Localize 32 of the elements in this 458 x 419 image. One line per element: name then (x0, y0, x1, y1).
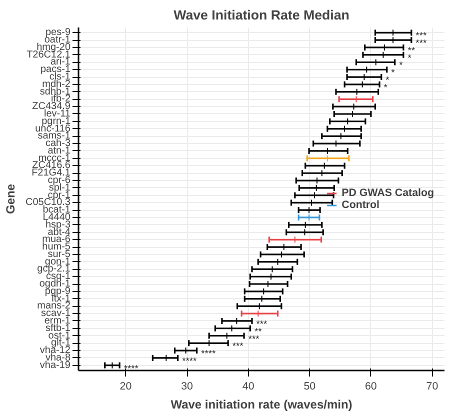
x-tick-label: 60 (365, 380, 377, 392)
y-tick-label: glt-1 (51, 338, 71, 349)
y-tick-label: pes-9 (45, 27, 71, 38)
x-tick-label: 20 (120, 380, 132, 392)
y-tick-label: pgrn-1 (42, 116, 71, 127)
annotation: * (384, 82, 388, 92)
annotation: ** (408, 45, 416, 56)
annotation: **** (182, 356, 197, 366)
x-axis-title: Wave initiation rate (waves/min) (170, 398, 352, 412)
y-tick-label: hsp-3 (45, 219, 71, 230)
annotation: *** (416, 30, 427, 41)
annotation: ** (254, 326, 262, 336)
annotation: *** (232, 341, 244, 352)
annotation: **** (201, 348, 216, 359)
annotation: * (386, 75, 390, 86)
x-tick-label: 30 (181, 380, 194, 392)
annotation: * (391, 68, 396, 78)
legend-label: PD GWAS Catalog (342, 186, 434, 198)
y-tick-label: vha-19 (40, 360, 71, 371)
x-tick-label: 50 (304, 380, 316, 392)
x-tick-label: 40 (242, 380, 254, 392)
annotation: *** (248, 334, 260, 344)
annotation: *** (256, 318, 268, 329)
chart-title: Wave Initiation Rate Median (174, 8, 350, 22)
annotation: * (408, 52, 412, 63)
annotation: **** (124, 363, 139, 374)
y-tick-label: spl-1 (48, 182, 71, 194)
y-axis-title: Gene (3, 184, 18, 214)
x-tick-label: 70 (426, 380, 438, 392)
legend-label: Control (342, 198, 380, 210)
annotation: * (399, 60, 404, 70)
annotation: *** (416, 38, 427, 48)
